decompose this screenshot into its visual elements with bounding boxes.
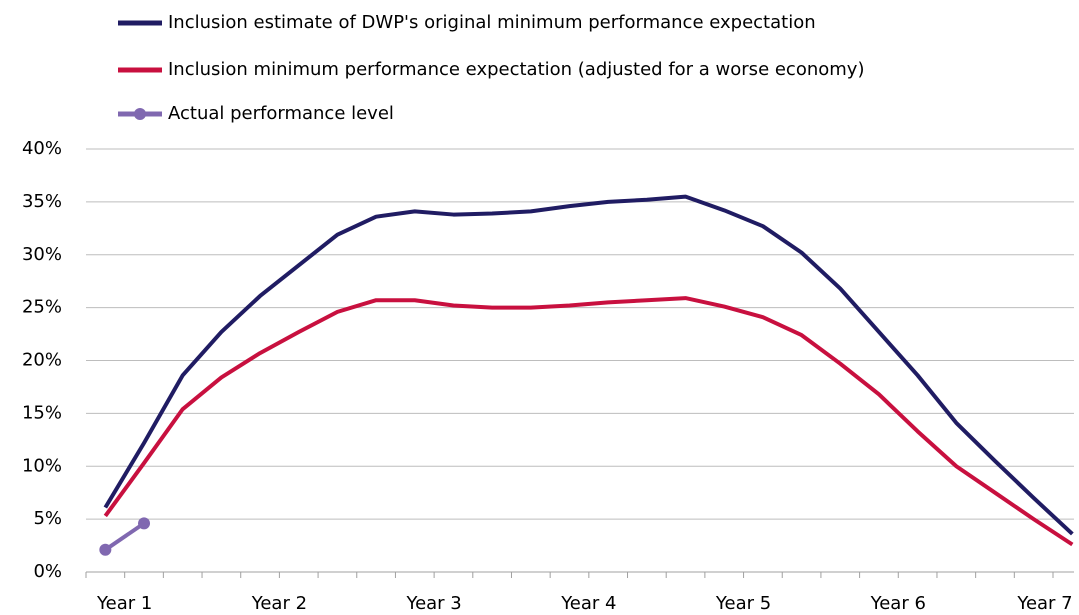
x-tick-label: Year 3 <box>405 593 461 614</box>
y-tick-label: 40% <box>22 138 62 159</box>
series-line <box>103 194 1074 536</box>
legend-label: Inclusion estimate of DWP's original min… <box>168 12 816 33</box>
y-tick-label: 35% <box>22 191 62 212</box>
point <box>138 517 151 530</box>
x-tick-label: Year 6 <box>870 593 926 614</box>
legend-label: Inclusion minimum performance expectatio… <box>168 59 864 80</box>
y-tick-label: 20% <box>22 350 62 371</box>
y-tick-label: 15% <box>22 402 62 423</box>
y-tick-label: 0% <box>33 561 62 582</box>
y-tick-label: 25% <box>22 297 62 318</box>
y-tick-label: 10% <box>22 455 62 476</box>
x-tick-label: Year 2 <box>251 593 307 614</box>
point <box>99 543 112 556</box>
series-line <box>103 296 1074 547</box>
x-tick-label: Year 7 <box>1016 593 1072 614</box>
legend-marker <box>134 108 146 120</box>
series-line <box>104 521 146 552</box>
legend-label: Actual performance level <box>168 103 394 124</box>
x-tick-label: Year 4 <box>560 593 616 614</box>
x-tick-label: Year 1 <box>96 593 152 614</box>
y-tick-label: 30% <box>22 244 62 265</box>
x-tick-label: Year 5 <box>715 593 771 614</box>
y-tick-label: 5% <box>33 508 62 529</box>
